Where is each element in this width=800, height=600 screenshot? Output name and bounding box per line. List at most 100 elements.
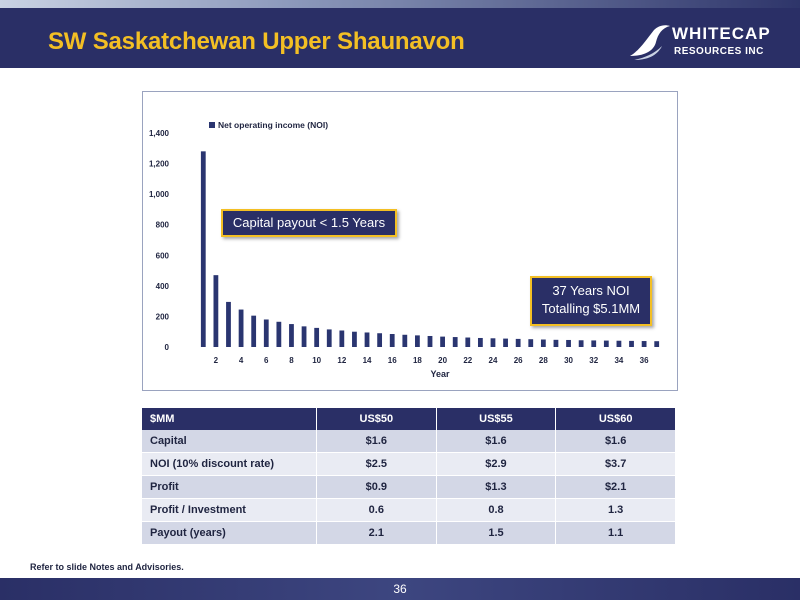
x-tick-label: 16 [388,356,397,365]
noi-bar [238,309,244,347]
table-row: Profit $0.9 $1.3 $2.1 [142,475,676,499]
payout-callout: Capital payout < 1.5 Years [221,209,397,237]
table-row: Payout (years) 2.1 1.5 1.1 [142,521,676,545]
noi-bar [352,331,357,347]
noi-bar [490,338,496,347]
footer-bar: 36 [0,578,800,600]
table-cell: 2.1 [316,521,437,545]
table-cell: $2.9 [436,452,557,476]
x-tick-label: 10 [312,356,321,365]
noi-callout-line1: 37 Years NOI [552,283,630,298]
table-cell: $2.5 [316,452,437,476]
header-bar: SW Saskatchewan Upper Shaunavon WHITECAP… [0,8,800,68]
table-cell: 1.3 [555,498,676,522]
noi-bar [465,337,471,347]
x-tick-label: 26 [514,356,523,365]
y-tick-label: 800 [156,221,170,230]
x-tick-label: 6 [264,356,269,365]
row-label: Payout (years) [142,521,317,545]
noi-bar [515,338,521,347]
noi-bar [200,151,206,347]
table-cell: 0.6 [316,498,437,522]
table-cell: $1.6 [316,430,437,453]
x-tick-label: 28 [539,356,548,365]
company-logo: WHITECAP RESOURCES INC [628,20,788,64]
noi-bar [301,326,307,347]
noi-bar [389,334,395,347]
noi-bar [364,332,370,347]
row-label: NOI (10% discount rate) [142,452,317,476]
noi-bar [326,329,332,347]
noi-bar [263,319,269,347]
row-label: Profit / Investment [142,498,317,522]
table-cell: 1.1 [555,521,676,545]
noi-bar [528,339,534,347]
top-accent-strip [0,0,800,8]
noi-chart: 0 200 400 600 800 1,000 1,200 1,400 2 4 6 8 10 12 14 16… [142,91,678,391]
x-tick-label: 34 [614,356,623,365]
noi-bar [226,301,231,347]
legend-label: Net operating income (NOI) [218,120,328,130]
table-cell: $2.1 [555,475,676,499]
y-tick-label: 0 [165,343,170,352]
x-tick-label: 18 [413,356,422,365]
x-tick-label: 22 [463,356,472,365]
noi-callout: 37 Years NOI Totalling $5.1MM [530,276,652,326]
table-row: Profit / Investment 0.6 0.8 1.3 [142,498,676,522]
x-tick-label: 2 [214,356,219,365]
noi-bar [314,327,320,347]
economics-table: $MM US$50 US$55 US$60 Capital $1.6 $1.6 … [142,408,676,545]
payout-callout-text: Capital payout < 1.5 Years [232,215,386,230]
table-header-row: $MM US$50 US$55 US$60 [142,408,676,430]
x-axis-label: Year [430,369,450,379]
column-header: US$55 [436,408,557,430]
x-tick-label: 4 [239,356,244,365]
footnote: Refer to slide Notes and Advisories. [30,562,184,572]
noi-bar [452,337,458,347]
legend-swatch [209,122,215,128]
noi-bar [251,315,257,347]
table-cell: $3.7 [555,452,676,476]
noi-bar [616,340,622,347]
x-tick-label: 8 [289,356,294,365]
table-cell: $1.6 [436,430,557,453]
noi-callout-line2: Totalling $5.1MM [541,301,641,316]
noi-bar [427,335,433,347]
y-tick-label: 400 [156,282,170,291]
noi-bar [566,339,571,347]
table-cell: 0.8 [436,498,557,522]
noi-bar [641,341,647,347]
table-cell: $1.3 [436,475,557,499]
noi-bar [289,324,294,347]
column-header: US$60 [555,408,676,430]
noi-bar [578,340,584,347]
noi-bar [603,340,609,347]
x-tick-label: 20 [438,356,447,365]
noi-bar [540,339,546,347]
x-tick-label: 12 [337,356,346,365]
noi-bar [402,334,408,347]
noi-bar [629,340,634,347]
logo-name: WHITECAP [672,24,771,43]
x-tick-label: 24 [489,356,498,365]
noi-bar [276,321,282,347]
table-row: Capital $1.6 $1.6 $1.6 [142,430,676,453]
noi-bar [591,340,597,347]
noi-bar [415,335,420,347]
logo-subtitle: RESOURCES INC [674,46,764,57]
y-tick-label: 600 [156,251,170,260]
noi-bar [477,337,483,347]
column-header: $MM [142,408,317,430]
x-tick-label: 32 [589,356,598,365]
y-tick-label: 200 [156,312,170,321]
noi-bar [503,338,508,347]
noi-bar [213,275,219,347]
y-tick-label: 1,000 [149,190,170,199]
table-cell: $0.9 [316,475,437,499]
row-label: Profit [142,475,317,499]
y-tick-label: 1,200 [149,160,170,169]
x-tick-label: 36 [640,356,649,365]
noi-bar [377,333,383,347]
x-tick-label: 14 [363,356,372,365]
